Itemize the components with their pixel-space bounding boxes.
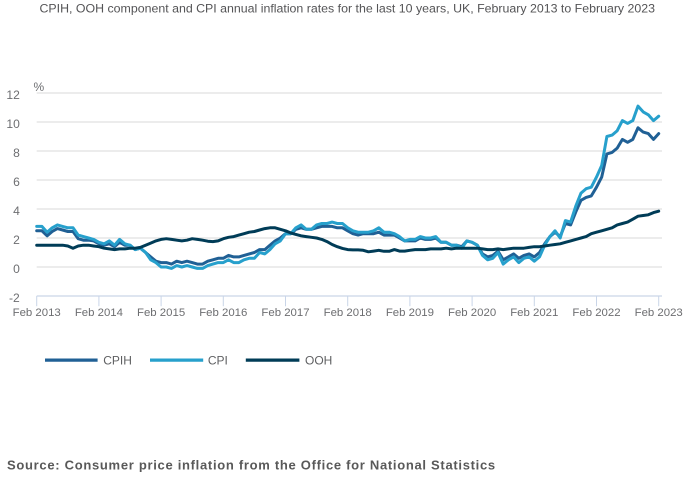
svg-text:OOH: OOH xyxy=(305,354,332,368)
svg-text:Feb 2021: Feb 2021 xyxy=(510,307,558,319)
svg-text:2: 2 xyxy=(13,233,20,247)
svg-text:CPIH, OOH component and CPI an: CPIH, OOH component and CPI annual infla… xyxy=(40,1,656,15)
svg-text:Feb 2018: Feb 2018 xyxy=(324,307,372,319)
svg-text:4: 4 xyxy=(13,204,20,218)
svg-text:-2: -2 xyxy=(9,291,20,305)
svg-text:Feb 2014: Feb 2014 xyxy=(75,307,123,319)
svg-text:Feb 2015: Feb 2015 xyxy=(137,307,185,319)
svg-text:6: 6 xyxy=(13,175,20,189)
svg-text:Feb 2020: Feb 2020 xyxy=(448,307,496,319)
svg-text:12: 12 xyxy=(6,88,20,102)
svg-text:0: 0 xyxy=(13,262,20,276)
svg-text:10: 10 xyxy=(6,117,20,131)
svg-text:8: 8 xyxy=(13,146,20,160)
svg-text:CPI: CPI xyxy=(208,354,228,368)
svg-text:Feb 2016: Feb 2016 xyxy=(199,307,247,319)
svg-text:Feb 2017: Feb 2017 xyxy=(261,307,309,319)
svg-text:Feb 2019: Feb 2019 xyxy=(386,307,434,319)
svg-text:Feb 2023: Feb 2023 xyxy=(635,307,683,319)
svg-text:%: % xyxy=(34,80,45,94)
svg-text:CPIH: CPIH xyxy=(103,354,132,368)
svg-text:Feb 2013: Feb 2013 xyxy=(13,307,61,319)
svg-text:Feb 2022: Feb 2022 xyxy=(572,307,620,319)
svg-text:Source: Consumer price inflati: Source: Consumer price inflation from th… xyxy=(7,458,496,473)
